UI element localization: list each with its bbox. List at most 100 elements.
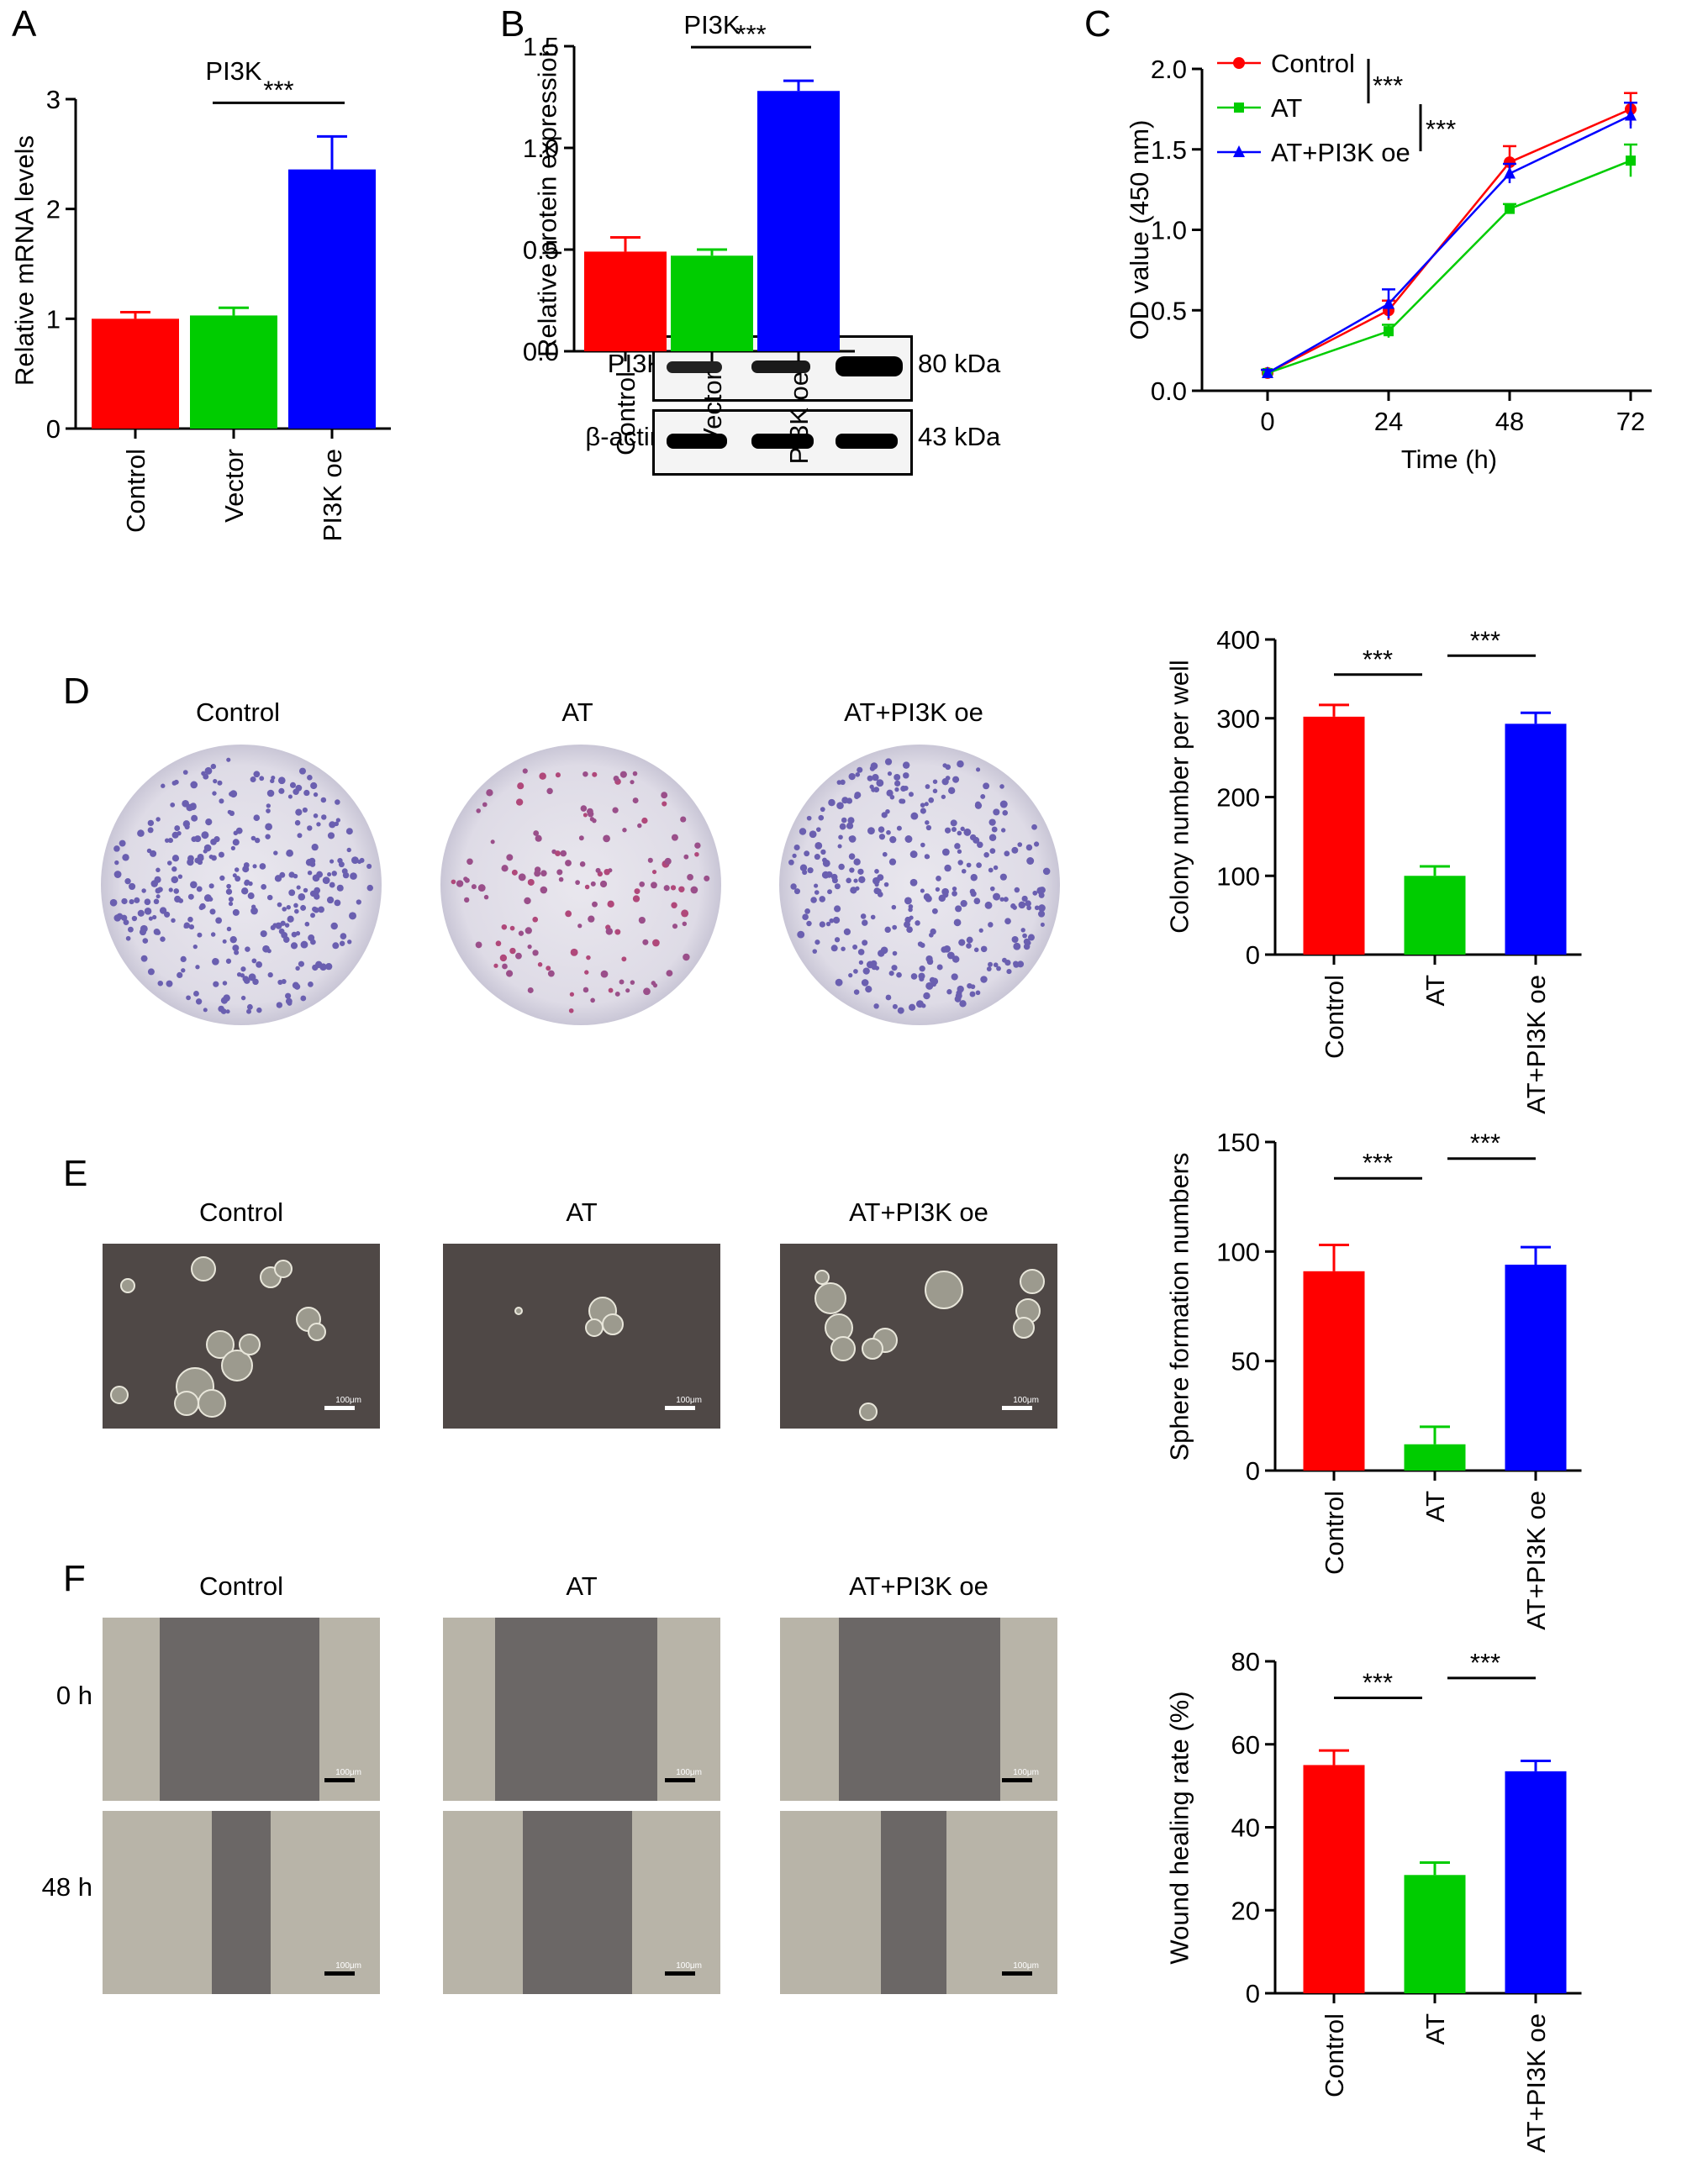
y-tick-label: 20 <box>1231 1896 1260 1925</box>
data-point <box>1504 166 1516 179</box>
data-point <box>1384 326 1394 337</box>
wound-label-control: Control <box>199 1571 283 1601</box>
y-axis-label: Wound healing rate (%) <box>1165 1691 1194 1964</box>
wound-image-oe-48h: 100μm <box>780 1811 1057 1994</box>
x-tick-label: Control <box>1320 1491 1349 1575</box>
scale-bar <box>1002 1778 1032 1782</box>
blot-band <box>836 356 903 376</box>
panel-letter-b: B <box>500 3 525 45</box>
y-tick-label: 0.0 <box>1151 376 1187 406</box>
x-tick-label: 72 <box>1616 407 1645 436</box>
x-tick-label: Control <box>611 371 640 455</box>
sig-label: *** <box>1363 645 1393 674</box>
y-tick-label: 100 <box>1216 1237 1260 1266</box>
bar <box>1303 1271 1365 1471</box>
x-tick-label: AT+PI3K oe <box>1521 2013 1551 2153</box>
y-tick-label: 2 <box>46 195 61 224</box>
scale-text: 100μm <box>335 1961 361 1971</box>
row-label-0h: 0 h <box>55 1681 92 1710</box>
bar <box>671 255 753 351</box>
blot-band <box>751 434 814 449</box>
series-line <box>1267 108 1632 375</box>
sphere-image-at: 100μm <box>443 1244 720 1429</box>
plate-label-oe: AT+PI3K oe <box>844 697 983 727</box>
y-tick-label: 1.0 <box>523 134 559 163</box>
blot-band <box>667 361 722 373</box>
legend-marker <box>1233 145 1245 157</box>
y-tick-label: 0.5 <box>523 235 559 265</box>
bar <box>1404 876 1466 955</box>
panel-letter-c: C <box>1084 3 1111 45</box>
data-point <box>1626 155 1636 166</box>
sphere-label-control: Control <box>199 1197 283 1227</box>
data-point <box>1383 297 1394 309</box>
bar <box>1404 1875 1466 1993</box>
scale-bar <box>324 1971 355 1976</box>
scale-text: 100μm <box>676 1396 702 1405</box>
y-tick-label: 60 <box>1231 1730 1260 1760</box>
panel-letter-e: E <box>63 1153 88 1194</box>
sphere-image-control: 100μm <box>103 1244 380 1429</box>
scale-text: 100μm <box>1013 1768 1039 1777</box>
data-point <box>1262 366 1273 378</box>
wound-image-at-48h: 100μm <box>443 1811 720 1994</box>
x-tick-label: AT+PI3K oe <box>1521 975 1551 1114</box>
plate-label-at: AT <box>561 697 593 727</box>
blot-kda-actin: 43 kDa <box>918 422 1001 451</box>
blot-band <box>751 360 810 373</box>
y-tick-label: 400 <box>1216 625 1260 655</box>
data-point <box>1505 203 1515 214</box>
y-axis-label: Sphere formation numbers <box>1165 1152 1194 1460</box>
sig-label: *** <box>1470 1648 1500 1677</box>
bar <box>190 315 277 429</box>
y-tick-label: 1.0 <box>1151 216 1187 245</box>
y-tick-label: 1 <box>46 304 61 334</box>
bar <box>92 318 179 429</box>
plate-label-control: Control <box>196 697 280 727</box>
y-tick-label: 80 <box>1231 1647 1260 1676</box>
panel-letter-f: F <box>63 1558 86 1599</box>
wound-image-at-0h: 100μm <box>443 1618 720 1801</box>
scale-text: 100μm <box>676 1768 702 1777</box>
wound-image-control-48h: 100μm <box>103 1811 380 1994</box>
y-tick-label: 3 <box>46 85 61 114</box>
y-tick-label: 100 <box>1216 861 1260 891</box>
y-tick-label: 40 <box>1231 1813 1260 1843</box>
y-tick-label: 1.5 <box>523 32 559 61</box>
panel-letter-a: A <box>12 3 37 45</box>
chart-title: PI3K <box>683 10 741 39</box>
blot-label-actin: β-actin <box>585 422 664 451</box>
wound-label-at: AT <box>566 1571 598 1601</box>
y-tick-label: 200 <box>1216 783 1260 813</box>
scale-bar <box>1002 1406 1032 1410</box>
x-tick-label: Vector <box>698 371 727 445</box>
x-tick-label: 0 <box>1260 407 1274 436</box>
sphere-label-at: AT <box>566 1197 598 1227</box>
sphere-image-oe: 100μm <box>780 1244 1057 1429</box>
y-tick-label: 2.0 <box>1151 55 1187 84</box>
blot-box-actin <box>652 409 913 476</box>
wound-image-oe-0h: 100μm <box>780 1618 1057 1801</box>
x-tick-label: 48 <box>1495 407 1524 436</box>
bar <box>1505 1264 1567 1471</box>
y-tick-label: 50 <box>1231 1347 1260 1376</box>
x-tick-label: Vector <box>219 449 249 523</box>
x-tick-label: Control <box>1320 975 1349 1059</box>
legend-marker <box>1234 103 1244 113</box>
x-tick-label: AT <box>1421 1491 1450 1522</box>
y-tick-label: 1.5 <box>1151 135 1187 165</box>
blot-band <box>667 434 727 449</box>
x-tick-label: PI3K oe <box>784 371 814 464</box>
y-axis-label: OD value (450 nm) <box>1125 120 1154 340</box>
y-tick-label: 300 <box>1216 704 1260 734</box>
x-tick-label: AT+PI3K oe <box>1521 1491 1551 1630</box>
sphere-label-oe: AT+PI3K oe <box>849 1197 988 1227</box>
x-tick-label: Control <box>121 449 150 533</box>
y-axis-label: Colony number per well <box>1165 660 1194 934</box>
scale-bar <box>665 1971 695 1976</box>
scale-bar <box>324 1406 355 1410</box>
wound-image-control-0h: 100μm <box>103 1618 380 1801</box>
blot-kda-pi3k: 80 kDa <box>918 349 1001 378</box>
scale-text: 100μm <box>676 1961 702 1971</box>
sig-label: *** <box>735 19 766 49</box>
